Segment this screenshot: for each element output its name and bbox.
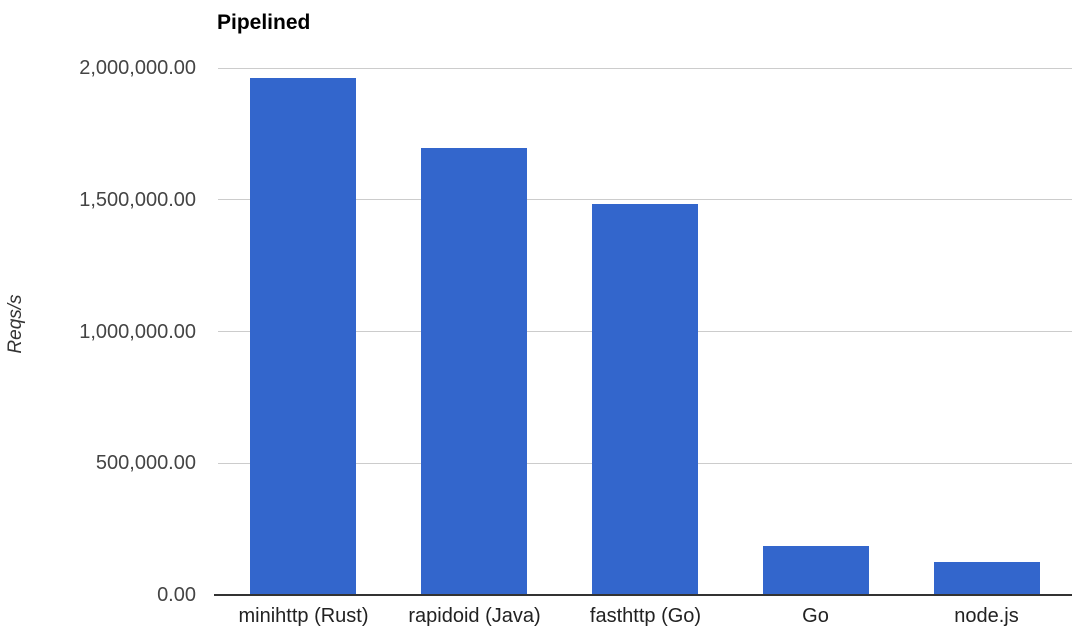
y-axis-title: Reqs/s (5, 294, 26, 354)
x-axis-label: rapidoid (Java) (408, 605, 541, 627)
x-axis-label: Go (802, 605, 829, 627)
gridline (218, 67, 1072, 69)
bar (592, 204, 698, 595)
bar (250, 78, 356, 595)
y-tick-label: 500,000.00 (95, 452, 196, 474)
x-axis-label: fasthttp (Go) (589, 605, 702, 627)
x-axis-label: node.js (954, 605, 1019, 627)
y-tick-label: 2,000,000.00 (79, 57, 196, 79)
bar (421, 148, 527, 595)
x-axis-label: minihttp (Rust) (238, 605, 369, 627)
gridline (218, 199, 1072, 201)
chart-title: Pipelined (217, 11, 311, 34)
y-tick-label: 1,500,000.00 (79, 189, 196, 211)
bar (763, 546, 869, 595)
bar (934, 562, 1040, 595)
x-axis-line (214, 594, 1072, 596)
y-tick-label: 0.00 (157, 584, 196, 606)
plot-area (214, 67, 1072, 596)
y-tick-label: 1,000,000.00 (79, 321, 196, 343)
